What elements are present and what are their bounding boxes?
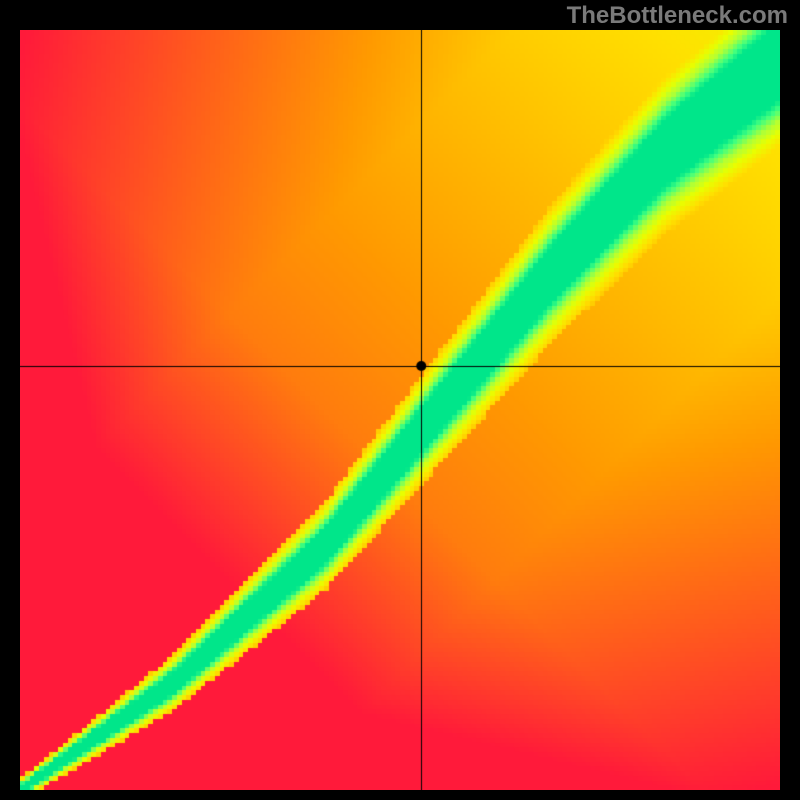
chart-container: TheBottleneck.com xyxy=(0,0,800,800)
bottleneck-heatmap xyxy=(20,30,780,790)
watermark-text: TheBottleneck.com xyxy=(567,2,788,30)
